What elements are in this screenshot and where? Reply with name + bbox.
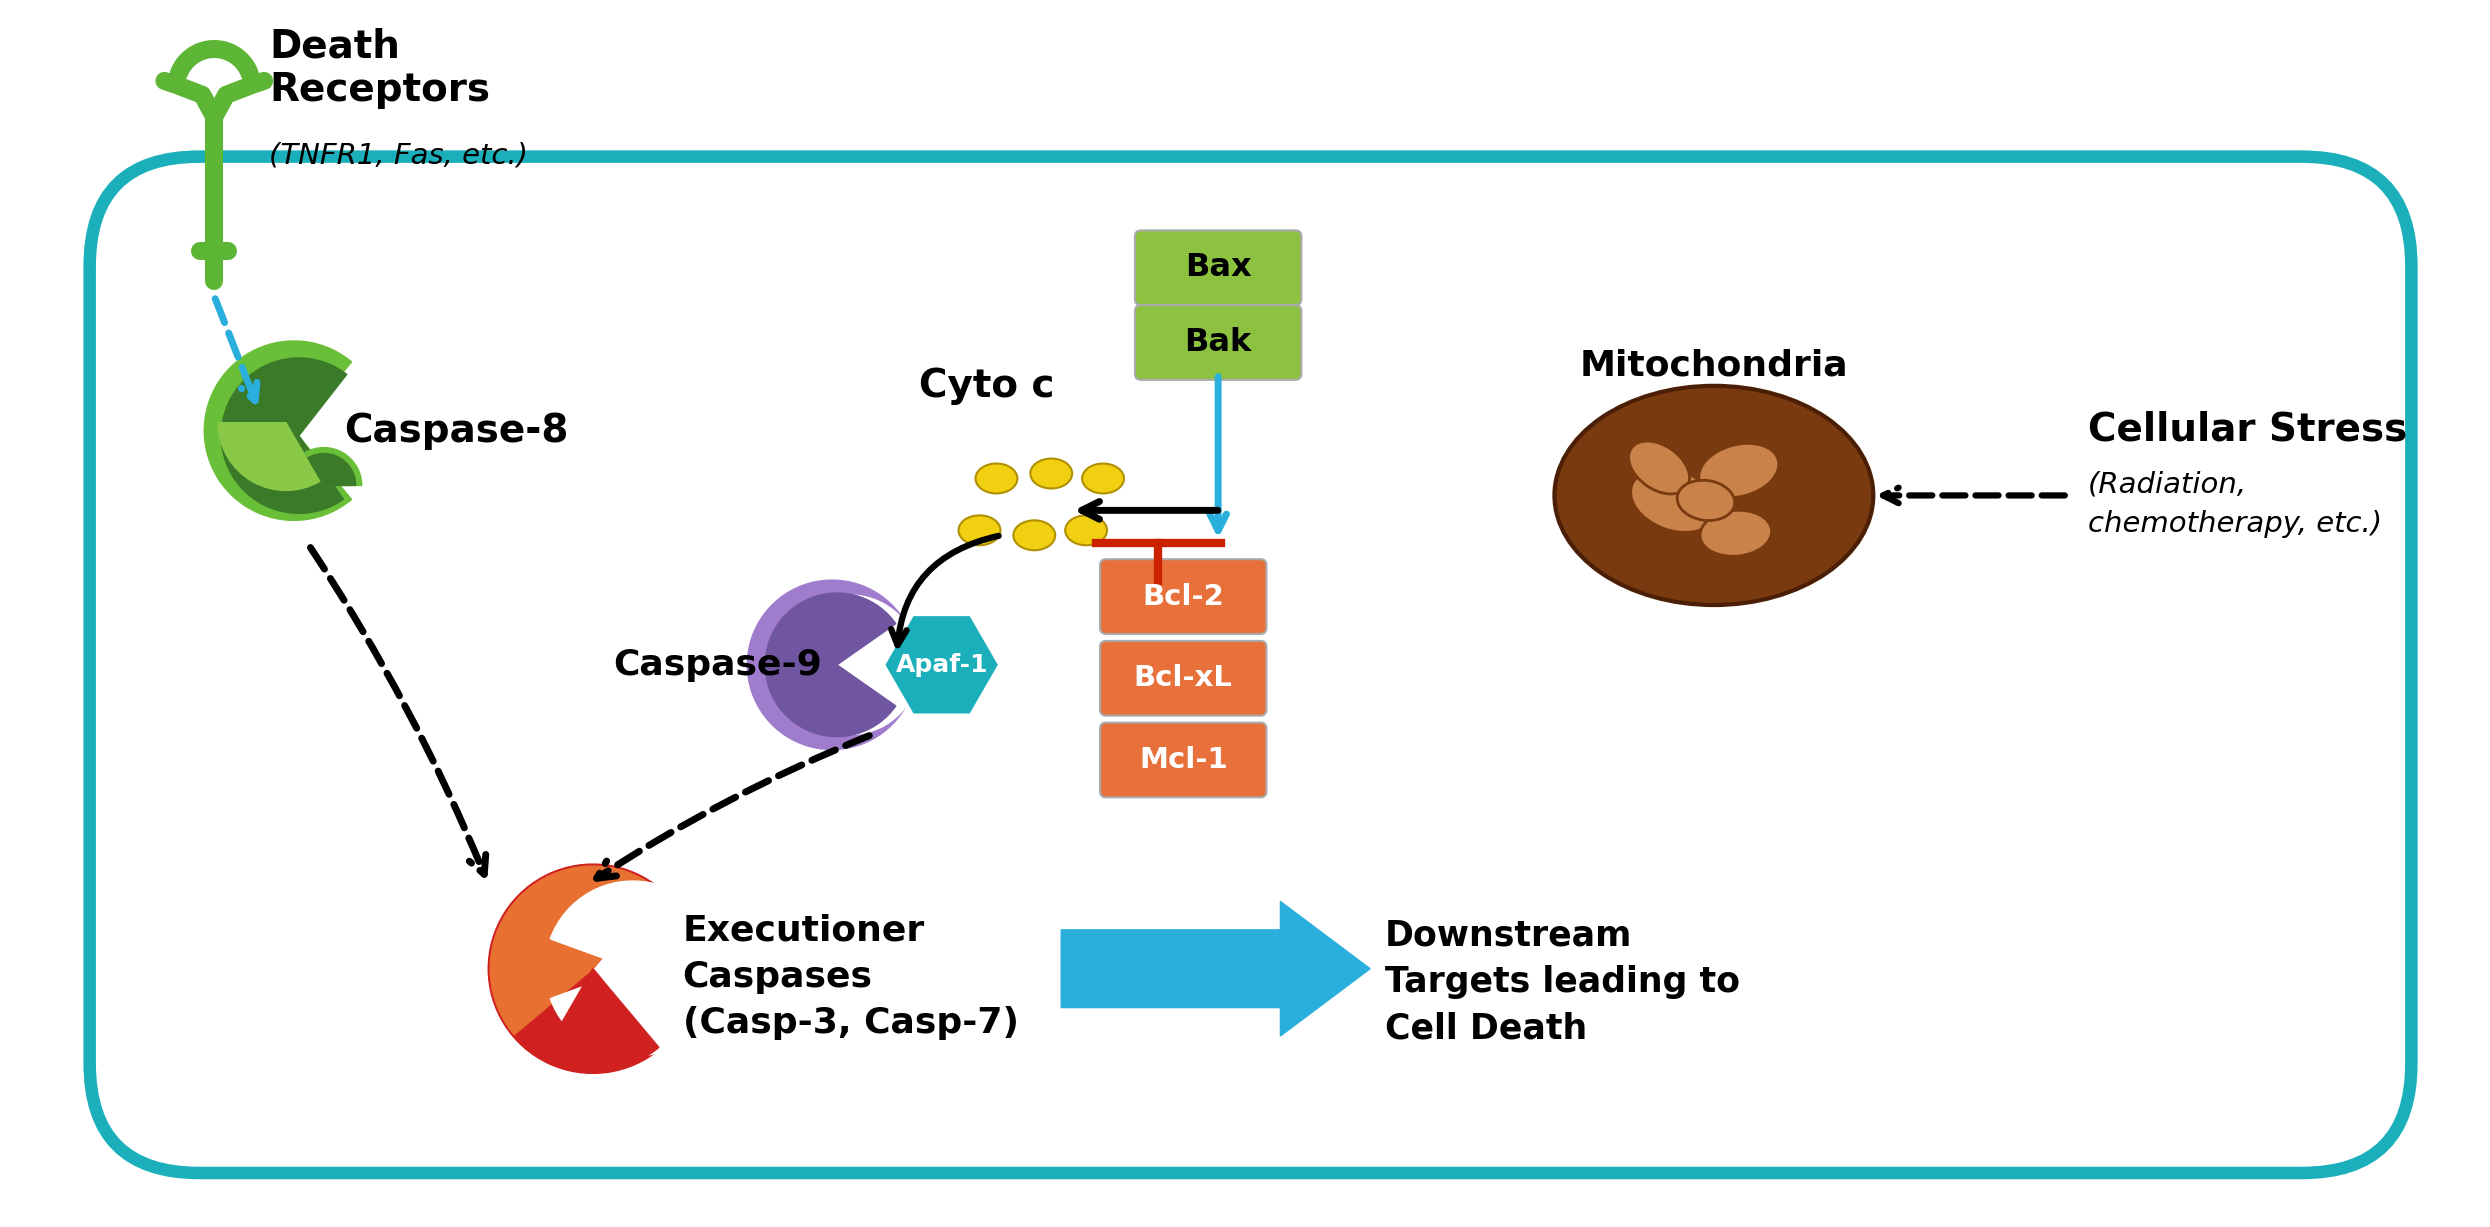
Text: (Radiation,
chemotherapy, etc.): (Radiation, chemotherapy, etc.) (2087, 470, 2380, 537)
FancyBboxPatch shape (1135, 231, 1302, 306)
Text: Cyto c: Cyto c (919, 367, 1053, 405)
Ellipse shape (1678, 480, 1736, 520)
Wedge shape (309, 454, 356, 486)
Text: Mitochondria: Mitochondria (1579, 348, 1848, 383)
FancyBboxPatch shape (1101, 560, 1267, 634)
Ellipse shape (1628, 440, 1691, 494)
Ellipse shape (1698, 443, 1778, 498)
FancyBboxPatch shape (1135, 306, 1302, 380)
Wedge shape (304, 448, 361, 486)
FancyArrow shape (1061, 902, 1370, 1036)
Ellipse shape (959, 515, 1001, 545)
Wedge shape (747, 580, 906, 750)
Ellipse shape (1554, 385, 1872, 605)
Wedge shape (553, 883, 720, 1054)
Text: Bax: Bax (1185, 253, 1252, 283)
Wedge shape (222, 358, 346, 513)
Text: Cellular Stress: Cellular Stress (2087, 411, 2408, 449)
FancyBboxPatch shape (1101, 640, 1267, 715)
Ellipse shape (1083, 464, 1123, 493)
Ellipse shape (976, 464, 1018, 493)
FancyBboxPatch shape (1101, 723, 1267, 798)
Wedge shape (784, 595, 919, 735)
Text: Mcl-1: Mcl-1 (1138, 746, 1228, 774)
Text: Bak: Bak (1185, 326, 1252, 358)
Wedge shape (491, 866, 660, 1034)
Ellipse shape (1701, 510, 1770, 556)
Text: Bcl-xL: Bcl-xL (1133, 664, 1233, 692)
Ellipse shape (1066, 515, 1108, 545)
Ellipse shape (1631, 469, 1718, 533)
Wedge shape (540, 969, 660, 1071)
Wedge shape (488, 864, 660, 1074)
Text: Caspase-8: Caspase-8 (344, 411, 568, 449)
Wedge shape (219, 422, 319, 491)
Text: Death
Receptors: Death Receptors (269, 27, 491, 109)
Ellipse shape (1031, 459, 1073, 488)
Text: Apaf-1: Apaf-1 (896, 653, 989, 677)
Text: Downstream
Targets leading to
Cell Death: Downstream Targets leading to Cell Death (1384, 919, 1741, 1045)
Text: Executioner
Caspases
(Casp-3, Casp-7): Executioner Caspases (Casp-3, Casp-7) (682, 914, 1018, 1040)
Text: Caspase-9: Caspase-9 (613, 648, 822, 682)
Ellipse shape (1013, 520, 1056, 550)
Wedge shape (550, 881, 720, 1056)
Text: Bcl-2: Bcl-2 (1143, 583, 1225, 611)
Text: (TNFR1, Fas, etc.): (TNFR1, Fas, etc.) (269, 141, 528, 169)
Wedge shape (204, 341, 351, 520)
Wedge shape (764, 593, 896, 736)
